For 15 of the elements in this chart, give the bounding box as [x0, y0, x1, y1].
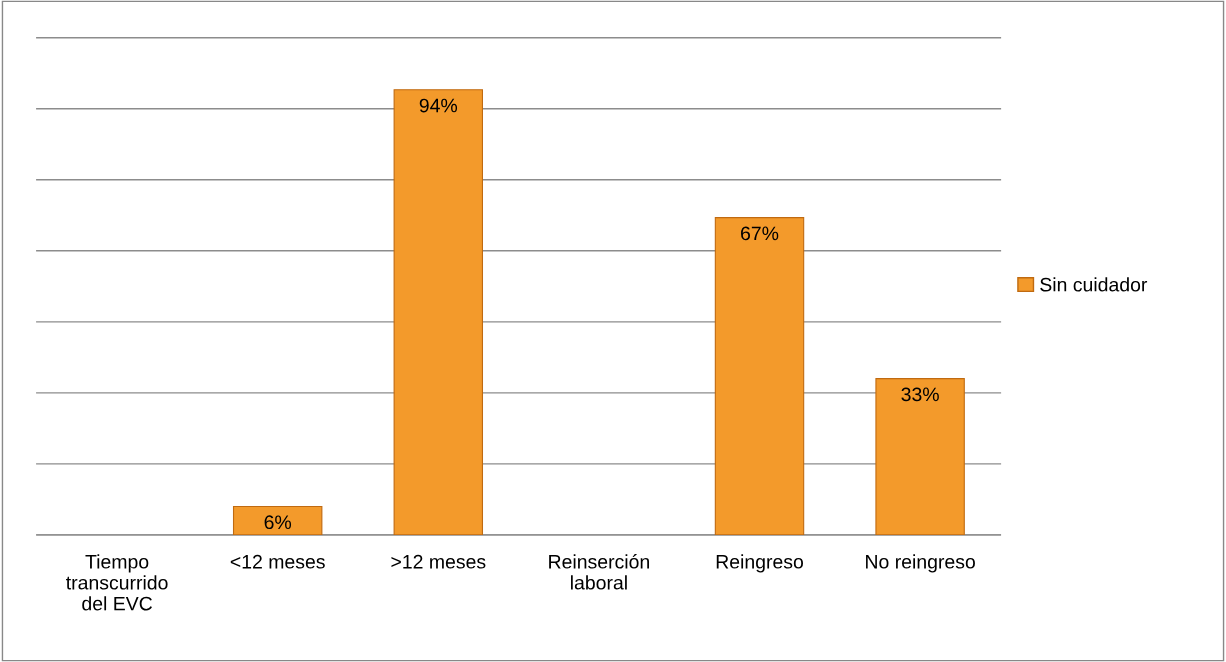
bar: [232, 505, 323, 535]
x-tick-label: Tiempo transcurrido del EVC: [66, 554, 168, 611]
bar: [714, 217, 805, 535]
x-tick-label: No reingreso: [866, 554, 975, 573]
data-label: 94%: [419, 98, 458, 113]
bar: [875, 378, 965, 535]
data-label: 6%: [264, 515, 292, 530]
x-tick-label: Reinserción laboral: [549, 554, 649, 590]
legend-label: Sin cuidador: [1040, 277, 1148, 292]
x-tick-label: >12 meses: [391, 554, 486, 569]
data-label: 33%: [901, 387, 939, 402]
x-tick-label: Reingreso: [716, 554, 804, 573]
data-label: 67%: [741, 226, 779, 241]
bar: [393, 89, 484, 535]
x-tick-label: <12 meses: [230, 554, 325, 569]
